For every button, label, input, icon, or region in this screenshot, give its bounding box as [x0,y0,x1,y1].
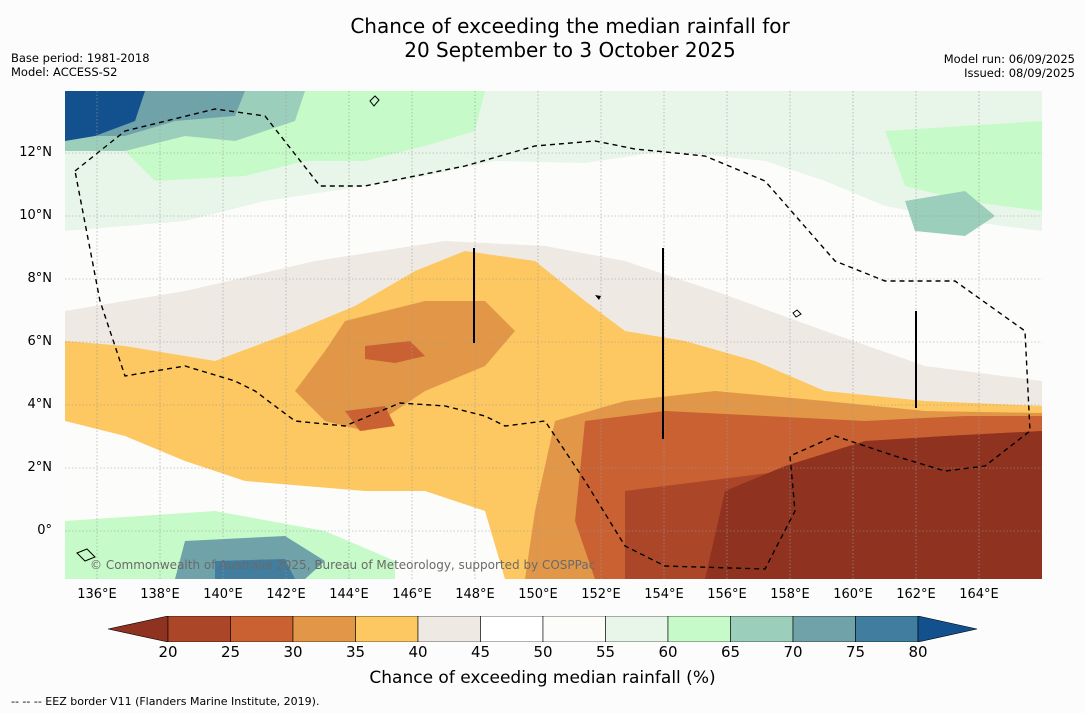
island-marker [76,548,96,562]
colorbar-bin [730,615,794,643]
colorbar-bin [167,615,231,643]
lon-label: 138°E [140,587,180,602]
contour-dark-blue [65,91,145,141]
lon-label: 144°E [329,587,369,602]
map-title: Chance of exceeding the median rainfall … [0,14,1085,62]
colorbar-low-arrow [107,615,169,643]
eez-border-palau-fsm [74,108,1031,570]
colorbar-bin [480,615,544,643]
lat-label: 8°N [27,271,53,286]
island-marker [792,309,802,318]
meta-left: Base period: 1981-2018 Model: ACCESS-S2 [11,51,150,79]
lat-label: 4°N [27,397,53,412]
base-period: Base period: 1981-2018 [11,51,150,65]
colorbar-tick: 70 [783,643,803,661]
colorbar-bin [230,615,294,643]
colorbar-bin [855,615,919,643]
colorbar-tick: 80 [908,643,928,661]
model-name: Model: ACCESS-S2 [11,65,118,79]
island-marker [595,295,601,300]
lat-label: 0° [37,523,52,538]
colorbar-high-arrow [917,615,978,643]
lat-label: 2°N [27,460,53,475]
colorbar-tick: 20 [158,643,178,661]
colorbar-bin [542,615,606,643]
colorbar-bin [605,615,669,643]
rainfall-map [65,91,1042,579]
lon-label: 136°E [77,587,117,602]
lon-label: 152°E [581,587,621,602]
contour-mint-ne [885,121,1042,211]
title-line-2: 20 September to 3 October 2025 [404,38,736,62]
colorbar-tick: 25 [220,643,241,661]
colorbar-tick: 45 [470,643,491,661]
lat-label: 12°N [19,145,52,160]
lat-label: 10°N [19,208,52,223]
island-marker [369,95,380,107]
colorbar-tick: 40 [408,643,428,661]
colorbar-tick: 65 [720,643,741,661]
copyright-notice: © Commonwealth of Australia 2025, Bureau… [90,558,596,572]
model-run: Model run: 06/09/2025 [943,52,1075,66]
colorbar-tick: 55 [595,643,616,661]
contour-orange [295,301,515,431]
colorbar-bin [667,615,731,643]
colorbar-tick: 75 [845,643,866,661]
lon-label: 156°E [707,587,747,602]
colorbar-tick: 50 [533,643,553,661]
colorbar-tick: 35 [345,643,366,661]
contour-rust-small2 [345,406,395,431]
colorbar-bin [792,615,856,643]
lon-label: 164°E [959,587,999,602]
lon-label: 150°E [518,587,558,602]
colorbar-tick: 30 [283,643,303,661]
lon-label: 162°E [896,587,936,602]
lon-label: 154°E [644,587,684,602]
contour-rust-small [365,341,425,363]
colorbar-bin [292,615,356,643]
lon-label: 140°E [203,587,243,602]
eez-footnote: -- -- -- EEZ border V11 (Flanders Marine… [11,695,320,708]
meta-right: Model run: 06/09/2025 Issued: 08/09/2025 [944,52,1075,80]
title-line-1: Chance of exceeding the median rainfall … [350,14,790,38]
lon-label: 160°E [833,587,873,602]
lon-label: 142°E [266,587,306,602]
contour-dark-blue-sw [215,559,295,579]
lon-label: 146°E [392,587,432,602]
lon-label: 158°E [770,587,810,602]
colorbar-bin [355,615,419,643]
colorbar-tick: 60 [658,643,678,661]
issued-date: Issued: 08/09/2025 [964,66,1075,80]
colorbar-title: Chance of exceeding median rainfall (%) [369,668,716,688]
graticule [65,91,1042,579]
colorbar [107,615,978,643]
lon-label: 148°E [455,587,495,602]
colorbar-bin [417,615,481,643]
lat-label: 6°N [27,334,53,349]
contour-sea-green-e [905,191,995,236]
